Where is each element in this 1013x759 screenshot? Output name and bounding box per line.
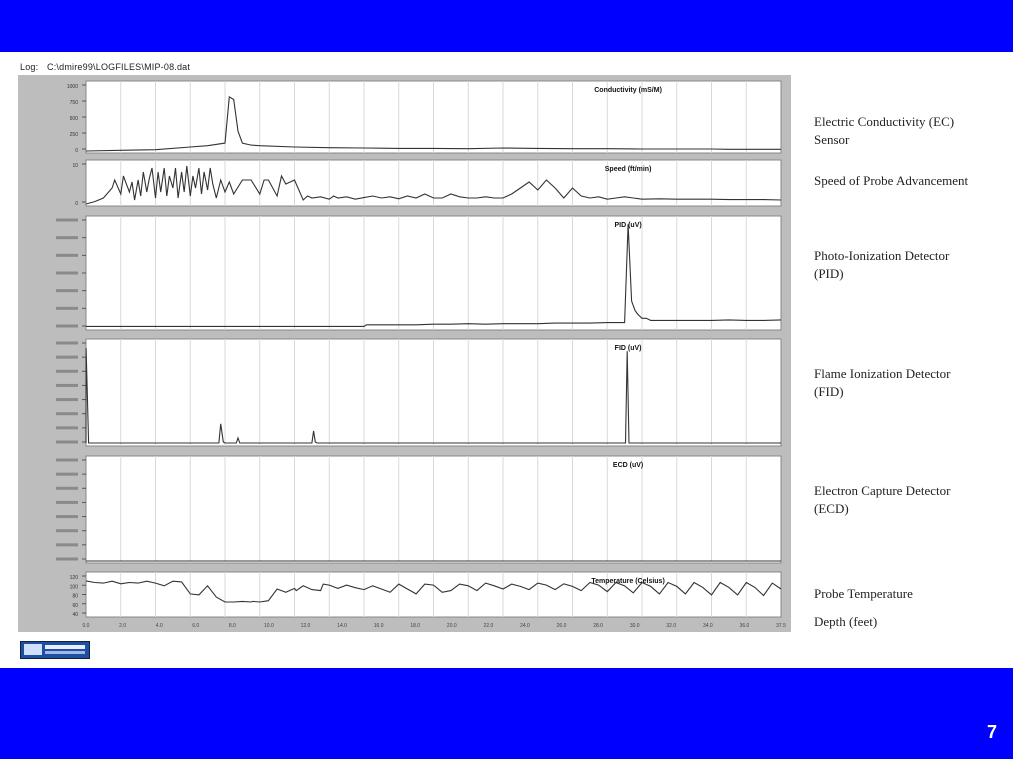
conductivity-ytick-label: 1000: [67, 84, 78, 90]
ecd-ytick-label: [56, 543, 78, 547]
company-logo: [20, 641, 90, 659]
plot-frame: 1000 750 500 250 0 Conductivity (mS/M) 10 0 Spee…: [18, 75, 791, 632]
depth-xtick-label: 30.0: [630, 623, 640, 629]
pid-ytick-label: [56, 218, 78, 222]
fid-panel: FID (uV): [56, 338, 782, 447]
ecd-ytick-label: [56, 557, 78, 561]
ecd-title: ECD (uV): [613, 462, 643, 469]
depth-xtick-label: 37.5: [776, 623, 786, 629]
conductivity-ytick-label: 750: [70, 100, 79, 106]
label-speed: Speed of Probe Advancement: [814, 173, 969, 188]
fid-ytick-label: [56, 341, 78, 345]
pid-ytick-label: [56, 289, 78, 293]
speed-ytick-label: 10: [72, 163, 78, 169]
fid-ytick-label: [56, 355, 78, 359]
speed-title: Speed (ft/min): [605, 166, 652, 173]
log-path: C:\dmire99\LOGFILES\MIP-08.dat: [47, 62, 191, 72]
fid-ytick-label: [56, 440, 78, 444]
pid-ytick-label: [56, 306, 78, 310]
depth-xtick-label: 10.0: [264, 623, 274, 629]
ecd-ytick-label: [56, 529, 78, 533]
pid-panel: PID (uV): [56, 215, 782, 331]
ecd-ytick-label: [56, 472, 78, 476]
title-band: [0, 0, 1013, 52]
pid-title: PID (uV): [614, 222, 641, 229]
fid-ytick-label: [56, 412, 78, 416]
depth-xtick-label: 0.0: [83, 623, 90, 629]
depth-xtick-label: 12.0: [301, 623, 311, 629]
depth-xtick-label: 8.0: [229, 623, 236, 629]
pid-ytick-label: [56, 271, 78, 275]
depth-xtick-label: 2.0: [119, 623, 126, 629]
log-label: Log:: [20, 62, 39, 72]
pid-ytick-label: [56, 236, 78, 240]
fid-trace: [85, 348, 781, 444]
temperature-ytick-label: 40: [72, 612, 78, 618]
temperature-ytick-label: 120: [70, 575, 79, 581]
fid-ytick-label: [56, 369, 78, 373]
temperature-trace: [85, 580, 782, 603]
depth-xtick-label: 28.0: [593, 623, 603, 629]
pid-trace: [86, 224, 782, 327]
label-fid: Flame Ionization Detector (FID): [814, 366, 951, 399]
fid-ytick-label: [56, 398, 78, 402]
temperature-title: Temperature (Celsius): [591, 578, 664, 585]
conductivity-panel: 1000 750 500 250 0 Conductivity (mS/M): [67, 80, 782, 154]
log-file-line: Log: C:\dmire99\LOGFILES\MIP-08.dat: [20, 62, 190, 72]
conductivity-ytick-label: 500: [70, 116, 79, 122]
ecd-panel: ECD (uV): [56, 455, 782, 564]
temperature-ytick-label: 100: [70, 584, 79, 590]
depth-xtick-label: 20.0: [447, 623, 457, 629]
ecd-ytick-label: [56, 500, 78, 504]
fid-ytick-label: [56, 426, 78, 430]
depth-xtick-label: 36.0: [740, 623, 750, 629]
conductivity-title: Conductivity (mS/M): [594, 87, 662, 94]
label-ec-sensor: Electric Conductivity (EC) Sensor: [814, 114, 955, 147]
ecd-ytick-label: [56, 515, 78, 519]
conductivity-trace: [85, 95, 781, 152]
depth-xtick-label: 14.0: [337, 623, 347, 629]
temperature-panel: 120 100 80 60 40 Temperature (Celsius) 0.0 2.0 4…: [70, 571, 786, 629]
depth-xtick-label: 4.0: [156, 623, 163, 629]
depth-xtick-label: 22.0: [484, 623, 494, 629]
speed-ytick-label: 0: [75, 201, 78, 207]
footer-band: 7: [0, 668, 1013, 759]
fid-ytick-label: [56, 383, 78, 387]
depth-xtick-label: 34.0: [703, 623, 713, 629]
depth-xtick-label: 24.0: [520, 623, 530, 629]
depth-xtick-label: 32.0: [666, 623, 676, 629]
ecd-ytick-label: [56, 458, 78, 462]
speed-panel: 10 0 Speed (ft/min): [72, 159, 782, 207]
pid-ytick-label: [56, 324, 78, 328]
conductivity-ytick-label: 0: [75, 148, 78, 154]
ecd-ytick-label: [56, 486, 78, 490]
depth-xtick-label: 26.0: [557, 623, 567, 629]
temperature-ytick-label: 80: [72, 594, 78, 600]
label-probe-temperature: Probe Temperature: [814, 586, 913, 601]
temperature-ytick-label: 60: [72, 603, 78, 609]
label-ecd: Electron Capture Detector (ECD): [814, 483, 951, 516]
fid-title: FID (uV): [615, 345, 642, 352]
label-depth: Depth (feet): [814, 614, 878, 629]
slide-number: 7: [986, 722, 997, 742]
depth-xtick-label: 18.0: [410, 623, 420, 629]
depth-xtick-label: 16.0: [374, 623, 384, 629]
depth-xtick-label: 6.0: [192, 623, 199, 629]
speed-trace: [85, 165, 782, 205]
pid-ytick-label: [56, 253, 78, 257]
conductivity-ytick-label: 250: [70, 132, 79, 138]
label-pid: Photo-Ionization Detector (PID): [814, 248, 950, 281]
